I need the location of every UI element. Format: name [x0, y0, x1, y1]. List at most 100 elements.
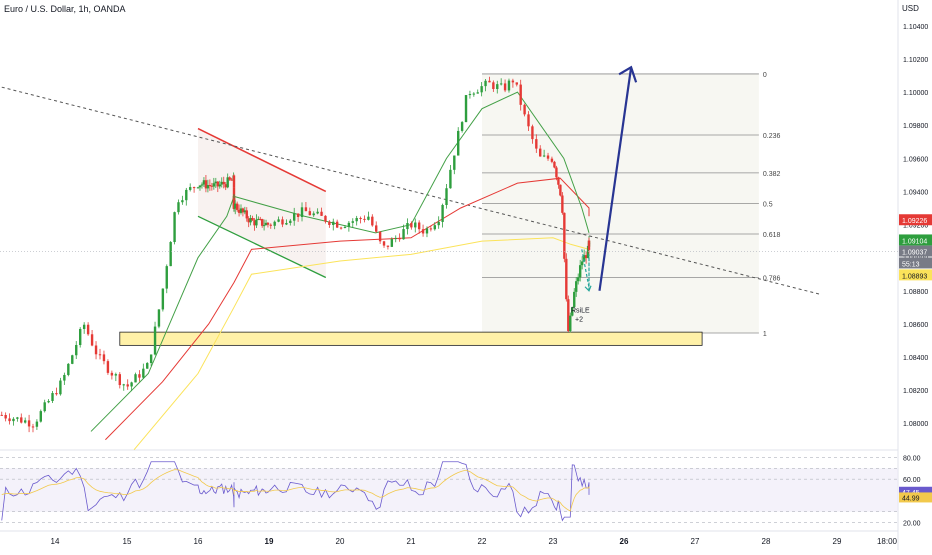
candle [289, 220, 292, 223]
candle [20, 417, 23, 423]
candle [492, 82, 495, 90]
candle [332, 221, 335, 225]
candle [429, 228, 433, 230]
candle [421, 229, 425, 234]
candle [569, 315, 572, 332]
candle [511, 80, 515, 83]
ma-yellow [133, 237, 590, 450]
candle [47, 400, 50, 403]
candle [578, 265, 582, 278]
candle [266, 222, 270, 225]
candle [515, 82, 518, 85]
candle [539, 148, 542, 157]
descending-trendline[interactable] [1, 86, 820, 295]
candle [259, 218, 262, 220]
candle [237, 209, 241, 213]
y-tick-label: 1.08400 [903, 355, 928, 362]
rsi-line [1, 461, 590, 522]
candle [363, 218, 366, 220]
candle [281, 219, 284, 225]
candle [468, 94, 472, 96]
candle [169, 242, 172, 267]
candle [320, 211, 323, 216]
candle [181, 200, 184, 203]
candle [232, 175, 236, 188]
candle [177, 202, 180, 213]
candle [216, 181, 219, 187]
candle [577, 277, 580, 282]
projection-zigzag[interactable] [581, 249, 590, 291]
candle [565, 258, 568, 300]
candle [157, 309, 161, 327]
candle [134, 374, 137, 383]
candle [138, 374, 141, 378]
candle [149, 354, 153, 364]
candle [228, 177, 231, 180]
candle [398, 237, 401, 240]
candle [173, 212, 176, 243]
candle [106, 361, 110, 373]
candle [382, 241, 386, 246]
fib-level-label: 0.786 [763, 276, 781, 283]
candle [587, 246, 591, 250]
candle [531, 126, 534, 140]
candle [273, 221, 276, 226]
candle [110, 372, 114, 376]
candle [499, 83, 503, 85]
candle [234, 203, 237, 209]
x-tick-label: 28 [762, 537, 771, 546]
symbol-title[interactable]: Euro / U.S. Dollar, 1h, OANDA [4, 4, 126, 14]
ma-green [90, 91, 590, 432]
candle [559, 184, 562, 196]
candle [328, 221, 331, 225]
candle [503, 83, 507, 91]
candle [269, 224, 272, 226]
candle [355, 217, 358, 222]
candle [243, 210, 247, 213]
rsi-band [0, 468, 898, 512]
candle [142, 368, 145, 378]
candle [507, 80, 511, 91]
support-zone[interactable] [119, 331, 703, 346]
candle [312, 213, 315, 216]
price-tag [899, 234, 932, 246]
candle [198, 185, 202, 188]
candle [264, 222, 268, 226]
channel-upper-line[interactable] [197, 127, 327, 193]
candle [457, 130, 460, 156]
candle [496, 84, 499, 90]
y-tick-label: 1.09400 [903, 189, 928, 196]
candle [584, 255, 588, 259]
candle [557, 177, 560, 185]
candle [102, 354, 106, 362]
candle [224, 184, 227, 188]
candle [251, 217, 254, 221]
rsile-annotation: RsiLE [571, 307, 590, 314]
candle [214, 181, 218, 184]
candle [12, 418, 15, 422]
projection-arrow[interactable] [598, 67, 633, 291]
candle [375, 225, 378, 232]
candle [324, 215, 327, 222]
candle [63, 374, 66, 381]
candle [555, 167, 558, 178]
candle [445, 188, 448, 205]
fib-level-label: 0.382 [763, 171, 781, 178]
candle [114, 374, 118, 376]
candle [260, 219, 264, 226]
ma-red [105, 177, 590, 441]
price-tag-label: 1.09226 [902, 218, 927, 225]
candle [130, 382, 133, 387]
candle [347, 222, 351, 227]
candle [82, 324, 86, 329]
y-tick-label: 1.08800 [903, 289, 928, 296]
x-tick-label: 21 [407, 537, 416, 546]
candle [300, 207, 304, 217]
x-tick-label: 23 [549, 537, 558, 546]
candle [335, 221, 339, 228]
candle [410, 223, 413, 228]
candle [212, 183, 216, 187]
price-tag [899, 245, 932, 257]
